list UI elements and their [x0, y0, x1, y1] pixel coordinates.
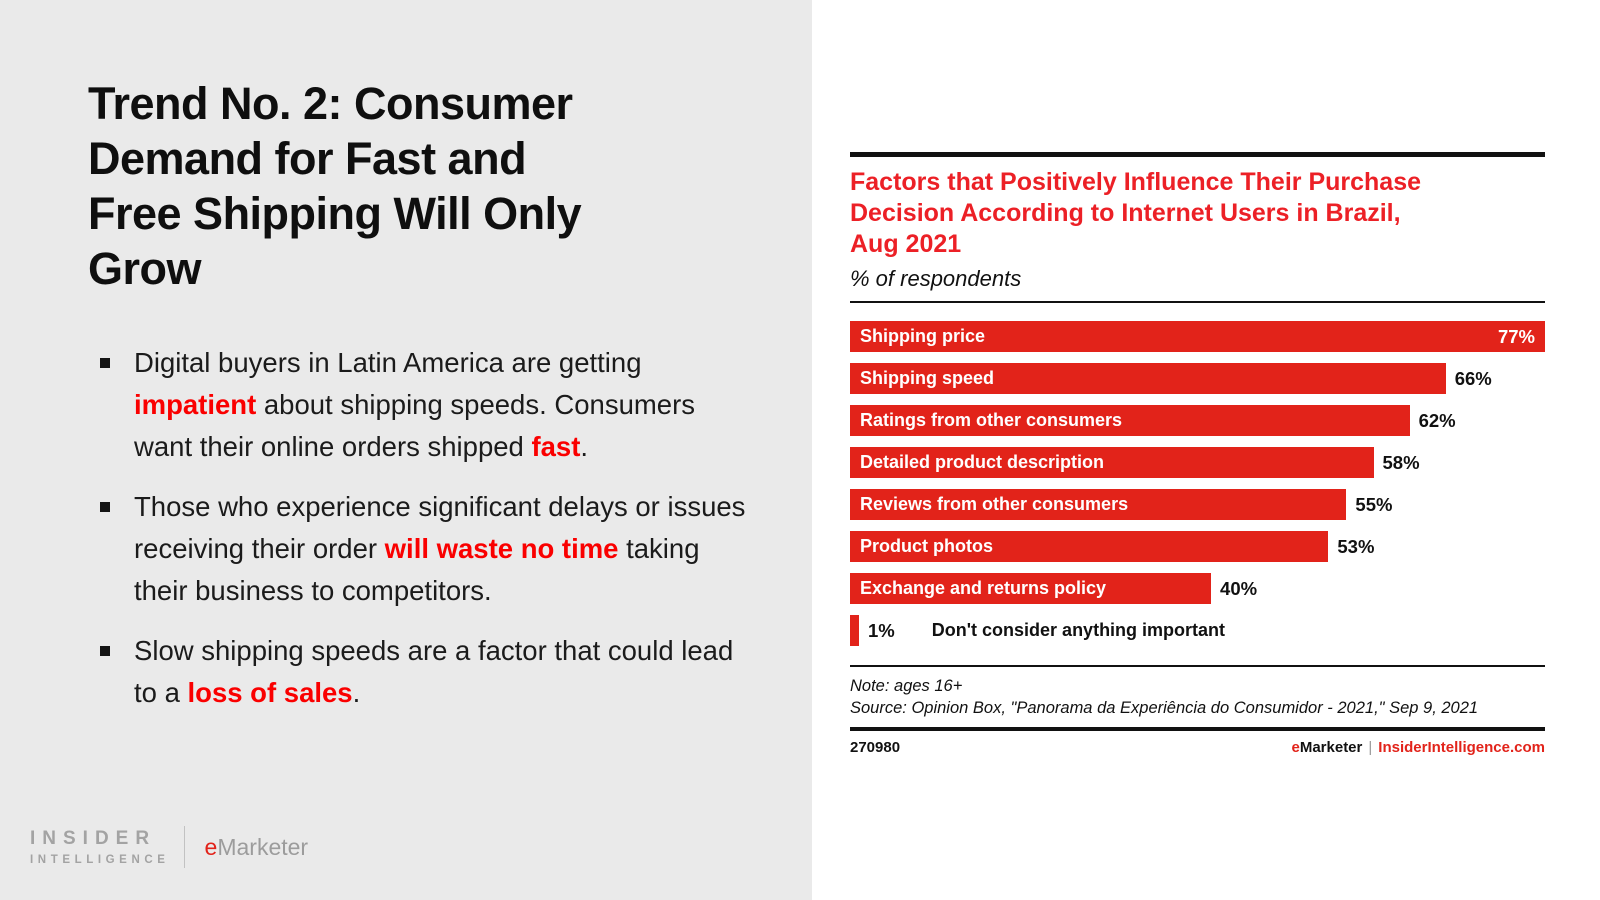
bar-chart: Shipping price 77% Shipping speed 66% Rating…	[850, 321, 1545, 646]
bar	[850, 615, 860, 646]
footer-site-link: InsiderIntelligence.com	[1378, 739, 1545, 756]
bar-category-label: Ratings from other consumers	[860, 410, 1123, 430]
bar-row: Product photos 53%	[850, 531, 1545, 562]
bar: Shipping speed	[850, 363, 1446, 394]
bullet-text: Digital buyers in Latin America are gett…	[134, 347, 695, 462]
chart-divider-bottom	[850, 665, 1545, 667]
chart-divider-top	[850, 301, 1545, 303]
bullet-marker-icon	[100, 646, 110, 656]
emarketer-wordmark: eMarketer	[205, 834, 309, 861]
footer-emarketer-e: e	[1291, 739, 1300, 756]
bar-row: Exchange and returns policy 40%	[850, 573, 1545, 604]
chart-source: Source: Opinion Box, "Panorama da Experi…	[850, 699, 1479, 717]
bar-category-label: Shipping price	[860, 326, 986, 346]
bar-category-label: Detailed product description	[860, 452, 1105, 472]
bar-value: 62%	[1418, 409, 1456, 431]
bar-category-label: Shipping speed	[860, 368, 995, 388]
chart-panel: Factors that Positively Influence Their …	[812, 0, 1600, 900]
footer-separator: |	[1368, 739, 1373, 756]
chart-footer: 270980 eMarketer | InsiderIntelligence.com	[850, 739, 1545, 756]
bullet-item: Slow shipping speeds are a factor that c…	[100, 630, 772, 714]
bar-row: Shipping speed 66%	[850, 363, 1545, 394]
left-panel: Trend No. 2: Consumer Demand for Fast and…	[0, 0, 812, 900]
chart-bottom-rule	[850, 727, 1545, 731]
bullet-text: Slow shipping speeds are a factor that c…	[134, 635, 734, 708]
bar-category-label: Reviews from other consumers	[860, 494, 1129, 514]
bar-value: 40%	[1220, 577, 1258, 599]
bar-category-label: Product photos	[860, 536, 993, 556]
logo-divider	[183, 826, 185, 868]
chart-top-rule	[850, 152, 1545, 157]
logo-intelligence-text: INTELLIGENCE	[30, 854, 170, 866]
bar: Product photos	[850, 531, 1329, 562]
bar-value: 58%	[1382, 451, 1420, 473]
bar: Reviews from other consumers	[850, 489, 1347, 520]
bullet-marker-icon	[100, 502, 110, 512]
bar-row: Reviews from other consumers 55%	[850, 489, 1545, 520]
bar: Detailed product description	[850, 447, 1374, 478]
insider-intelligence-logo: INSIDER INTELLIGENCE eMarketer	[30, 826, 308, 868]
logo-insider-text: INSIDER	[30, 828, 157, 849]
bar-row: Ratings from other consumers 62%	[850, 405, 1545, 436]
chart-id: 270980	[850, 739, 901, 756]
chart-footer-brand: eMarketer | InsiderIntelligence.com	[1291, 739, 1545, 756]
bar-row: 1% Don't consider anything important	[850, 615, 1545, 646]
bullet-text: Those who experience significant delays …	[134, 491, 746, 606]
bar-value: 53%	[1337, 535, 1375, 557]
bar: Exchange and returns policy	[850, 573, 1212, 604]
emarketer-e: e	[204, 833, 218, 860]
bar-value: 1%	[868, 619, 895, 641]
bar: Shipping price 77%	[850, 321, 1545, 352]
bar-value: 66%	[1454, 367, 1492, 389]
chart-title: Factors that Positively Influence Their …	[850, 168, 1422, 258]
bar-category-label: Exchange and returns policy	[860, 578, 1107, 598]
insider-wordmark: INSIDER INTELLIGENCE	[30, 828, 170, 866]
bar-value: 77%	[1497, 325, 1535, 347]
bullet-list: Digital buyers in Latin America are gett…	[100, 342, 772, 714]
bullet-item: Those who experience significant delays …	[100, 486, 772, 612]
bar-row: Detailed product description 58%	[850, 447, 1545, 478]
bullet-item: Digital buyers in Latin America are gett…	[100, 342, 772, 468]
emarketer-rest: Marketer	[217, 833, 309, 860]
bar: Ratings from other consumers	[850, 405, 1410, 436]
bar-row: Shipping price 77%	[850, 321, 1545, 352]
bar-category-label: Don't consider anything important	[931, 620, 1226, 640]
chart-note: Note: ages 16+	[850, 677, 963, 695]
footer-emarketer-rest: Marketer	[1299, 739, 1363, 756]
bullet-marker-icon	[100, 358, 110, 368]
chart-container: Factors that Positively Influence Their …	[850, 152, 1545, 756]
chart-subtitle: % of respondents	[850, 266, 1022, 291]
bar-value: 55%	[1355, 493, 1393, 515]
slide-title: Trend No. 2: Consumer Demand for Fast and…	[88, 78, 582, 294]
